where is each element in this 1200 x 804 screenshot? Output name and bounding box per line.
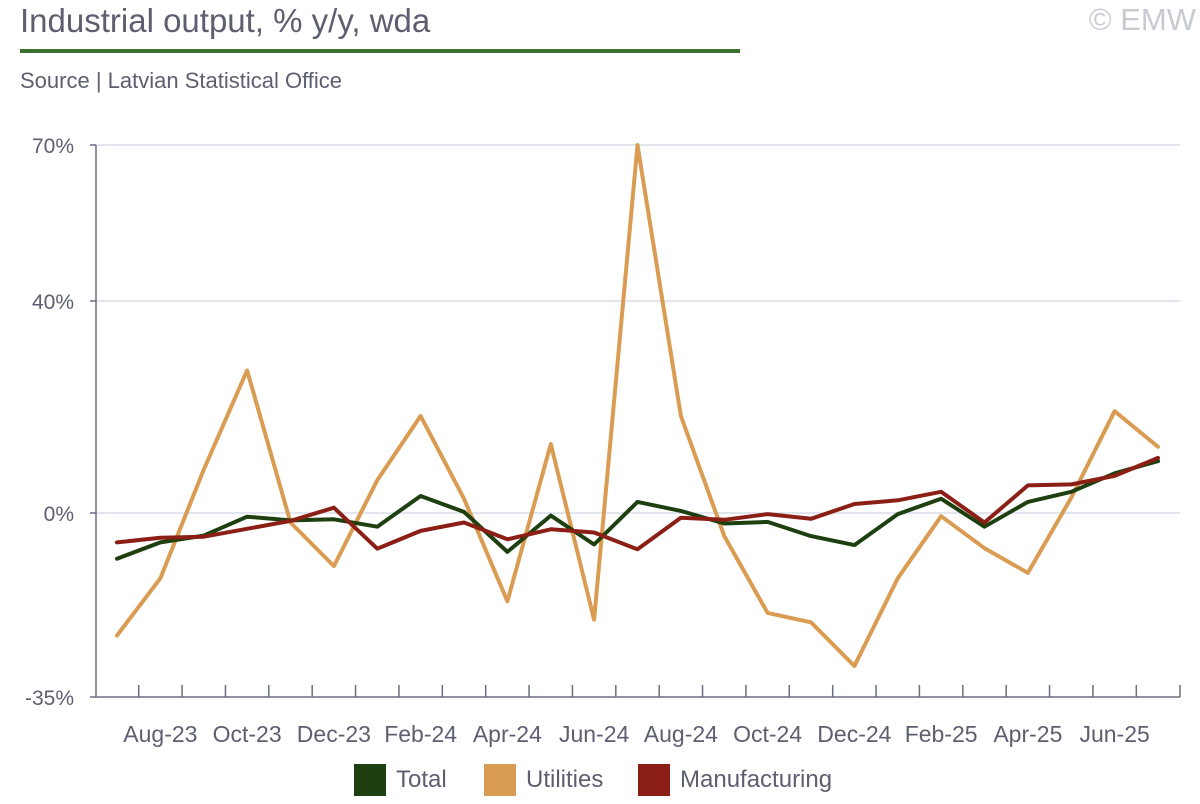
legend-item-total: Total [354, 764, 447, 796]
y-tick-label: 0% [44, 503, 74, 526]
y-tick-label: 70% [32, 135, 74, 158]
series-line-utilities [115, 143, 1160, 668]
title-underline [20, 49, 740, 53]
x-tick-label: Jun-24 [559, 721, 630, 747]
x-tick-label: Aug-24 [644, 721, 718, 747]
source-label: Source | Latvian Statistical Office [20, 68, 343, 93]
x-ticks: Aug-23 Oct-23 Dec-23 Feb-24 Apr-24 Jun-24 Aug-… [123, 685, 1181, 747]
x-tick-label: Dec-23 [297, 721, 371, 747]
legend-item-utilities: Utilities [484, 764, 603, 796]
x-tick-label: Oct-23 [213, 721, 282, 747]
legend-swatch-utilities [484, 764, 516, 796]
legend-label-utilities: Utilities [526, 766, 604, 793]
x-tick-label: Apr-24 [473, 721, 542, 747]
x-tick-label: Feb-25 [905, 721, 978, 747]
legend: Total Utilities Manufacturing [0, 764, 1200, 804]
y-tick-label: 40% [32, 291, 74, 314]
y-tick-label: -35% [25, 687, 74, 710]
legend-label-manufacturing: Manufacturing [680, 766, 833, 793]
legend-swatch-manufacturing [638, 764, 670, 796]
x-tick-label: Feb-24 [384, 721, 457, 747]
line-chart: 70% 40% 0% -35% Aug-23 Oct-23 Dec-23 Feb-24 Apr… [25, 135, 1181, 747]
y-tick-labels: 70% 40% 0% -35% [25, 135, 74, 710]
x-tick-label: Aug-23 [123, 721, 197, 747]
grid-lines [96, 144, 1180, 514]
series-lines [115, 143, 1160, 668]
x-tick-label: Jun-25 [1079, 721, 1149, 747]
series-line-manufacturing [115, 455, 1160, 552]
copyright-label: © EMW [1088, 2, 1196, 37]
legend-item-manufacturing: Manufacturing [638, 764, 832, 796]
legend-label-total: Total [396, 766, 447, 793]
x-tick-label: Dec-24 [817, 721, 891, 747]
x-tick-label: Apr-25 [993, 721, 1062, 747]
legend-swatch-total [354, 764, 386, 796]
chart-title: Industrial output, % y/y, wda [20, 2, 431, 39]
x-tick-label: Oct-24 [733, 721, 802, 747]
axes [90, 144, 1180, 698]
